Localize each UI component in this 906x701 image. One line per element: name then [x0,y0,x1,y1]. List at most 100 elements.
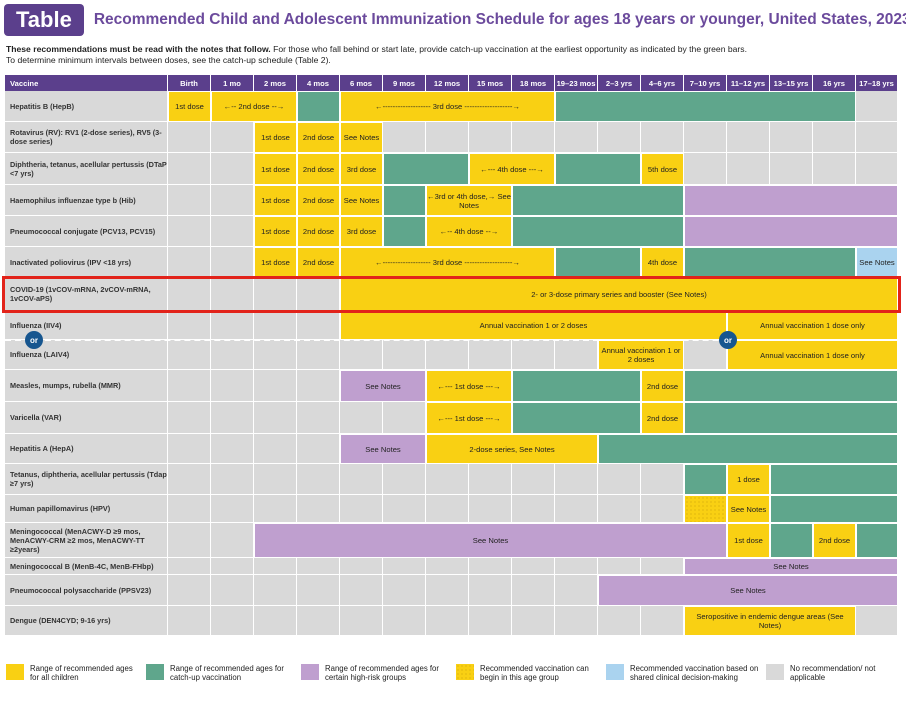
empty-cell [469,575,512,606]
empty-cell [168,340,211,370]
empty-cell [383,402,426,434]
empty-cell [512,464,555,495]
dose-bar: 2-dose series, See Notes [426,434,598,464]
empty-cell [555,495,598,523]
header-age-2: 1 mo [211,75,254,91]
empty-cell [168,122,211,153]
dose-bar: 1st dose [254,122,297,153]
empty-cell [641,606,684,636]
vaccine-name: Rotavirus (RV): RV1 (2-dose series), RV5… [5,122,168,153]
empty-cell [383,575,426,606]
legend-swatch [766,664,784,680]
dose-bar: 2nd dose [641,402,684,434]
legend-label: Recommended vaccination can begin in thi… [480,664,589,682]
vaccine-name: Dengue (DEN4CYD; 9-16 yrs) [5,606,168,636]
header-age-10: 19–23 mos [555,75,598,91]
dose-bar [684,495,727,523]
dose-bar [383,216,426,247]
empty-cell [211,402,254,434]
dose-bar: ←-- 2nd dose --→ [211,91,297,122]
dose-bar [555,153,641,185]
table-badge: Table 1 [4,4,84,64]
influenza-divider [5,339,898,341]
empty-cell [168,153,211,185]
dose-bar: 2nd dose [297,216,340,247]
header-age-15: 13–15 yrs [770,75,813,91]
empty-cell [598,606,641,636]
vaccine-name: Meningococcal B (MenB-4C, MenB-FHbp) [5,558,168,575]
dose-bar: Annual vaccination 1 dose only [727,340,898,370]
empty-cell [469,495,512,523]
or-badge: or [719,331,737,349]
title-row: Table 1 Recommended Child and Adolescent… [4,4,906,64]
empty-cell [211,575,254,606]
empty-cell [297,402,340,434]
empty-cell [211,216,254,247]
empty-cell [641,558,684,575]
empty-cell [512,558,555,575]
header-vaccine: Vaccine [5,75,168,91]
empty-cell [727,122,770,153]
dose-bar: Annual vaccination 1 or 2 doses [340,311,727,340]
empty-cell [254,434,297,464]
empty-cell [254,558,297,575]
dose-bar [555,91,856,122]
vaccine-name: Human papillomavirus (HPV) [5,495,168,523]
empty-cell [211,370,254,402]
dose-bar [684,247,856,278]
empty-cell [211,464,254,495]
dose-bar: 1st dose [254,247,297,278]
intro-bold: These recommendations must be read with … [6,44,271,54]
empty-cell [211,185,254,216]
dose-bar: Annual vaccination 1 dose only [727,311,898,340]
empty-cell [555,340,598,370]
empty-cell [168,464,211,495]
empty-cell [297,558,340,575]
dose-bar: 1st dose [254,216,297,247]
empty-cell [340,340,383,370]
empty-cell [297,370,340,402]
empty-cell [297,464,340,495]
empty-cell [254,370,297,402]
legend-label: Range of recommended ages for all childr… [30,664,133,682]
dose-bar: ←3rd or 4th dose,→ See Notes [426,185,512,216]
dose-bar [856,523,898,558]
vaccine-name: Inactivated poliovirus (IPV <18 yrs) [5,247,168,278]
page-title: Recommended Child and Adolescent Immuniz… [93,11,906,28]
empty-cell [512,606,555,636]
empty-cell [512,122,555,153]
empty-cell [383,340,426,370]
intro-line2: To determine minimum intervals between d… [6,55,331,65]
empty-cell [856,153,898,185]
dose-bar [770,464,898,495]
legend-swatch [301,664,319,680]
dose-bar: Seropositive in endemic dengue areas (Se… [684,606,856,636]
legend-item: Range of recommended ages for all childr… [6,664,140,682]
empty-cell [340,575,383,606]
empty-cell [168,606,211,636]
vaccine-name: Pneumococcal conjugate (PCV13, PCV15) [5,216,168,247]
empty-cell [211,278,254,311]
header-age-12: 4–6 yrs [641,75,684,91]
empty-cell [340,606,383,636]
dose-bar [297,91,340,122]
empty-cell [426,464,469,495]
empty-cell [211,495,254,523]
empty-cell [254,575,297,606]
empty-cell [254,606,297,636]
legend-item: Recommended vaccination can begin in thi… [456,664,600,682]
dose-bar: 5th dose [641,153,684,185]
empty-cell [211,340,254,370]
legend-swatch [456,664,474,680]
dose-bar: 1 dose [727,464,770,495]
empty-cell [727,153,770,185]
empty-cell [254,340,297,370]
header-age-16: 16 yrs [813,75,856,91]
dose-bar: Annual vaccination 1 or 2 doses [598,340,684,370]
empty-cell [641,122,684,153]
legend-swatch [146,664,164,680]
empty-cell [598,558,641,575]
empty-cell [211,247,254,278]
empty-cell [168,523,211,558]
empty-cell [598,495,641,523]
